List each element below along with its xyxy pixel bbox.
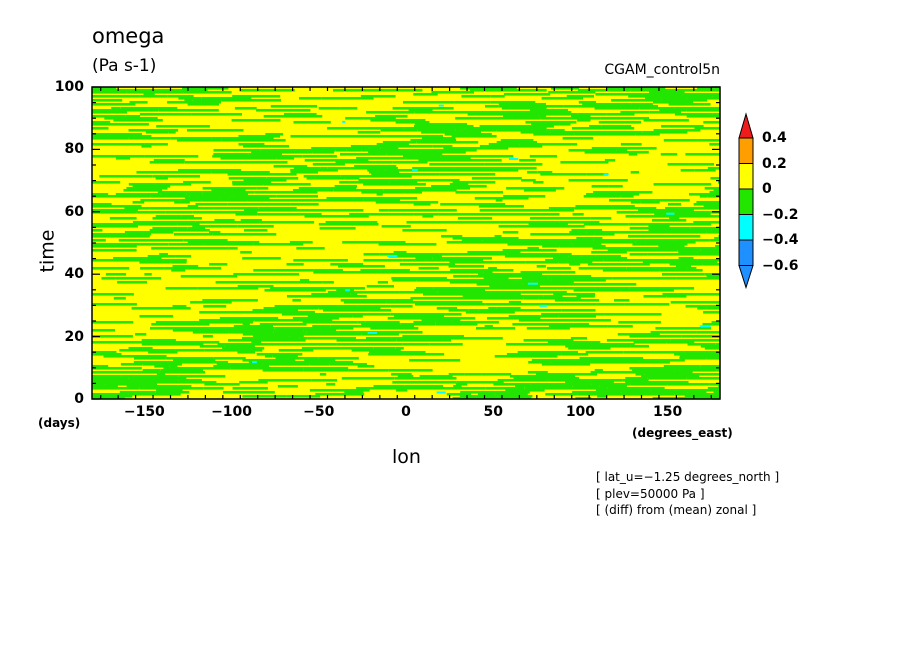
x-tick-label: 0 bbox=[401, 404, 411, 420]
x-units-label: (degrees_east) bbox=[632, 426, 733, 440]
omega-field bbox=[92, 87, 720, 399]
y-tick-label: 60 bbox=[64, 203, 84, 220]
y-axis-label: time bbox=[36, 229, 59, 273]
colorbar-level-label: −0.4 bbox=[762, 232, 799, 248]
y-tick-label: 80 bbox=[64, 141, 84, 158]
colorbar-box bbox=[738, 188, 754, 215]
note-lat: [ lat_u=−1.25 degrees_north ] bbox=[596, 470, 780, 484]
colorbar-level-label: 0 bbox=[762, 181, 772, 197]
x-tick-label: 150 bbox=[653, 404, 683, 420]
colorbar-box bbox=[738, 137, 754, 164]
colorbar-bottom-arrow bbox=[738, 265, 754, 290]
dataset-label: CGAM_control5n bbox=[604, 62, 720, 78]
note-diff: [ (diff) from (mean) zonal ] bbox=[596, 503, 757, 517]
axis-ticks bbox=[92, 86, 720, 400]
y-tick-label: 20 bbox=[64, 328, 84, 345]
colorbar-level-label: −0.6 bbox=[762, 257, 799, 274]
colorbar-level-label: 0.4 bbox=[762, 130, 787, 146]
x-tick-label: −50 bbox=[303, 404, 335, 420]
chart-units: (Pa s-1) bbox=[92, 56, 157, 76]
x-axis-label: lon bbox=[392, 446, 421, 468]
x-tick-label: −100 bbox=[211, 404, 253, 420]
y-tick-label: 100 bbox=[54, 79, 84, 95]
colorbar bbox=[738, 112, 754, 290]
x-tick-label: 50 bbox=[483, 404, 503, 420]
colorbar-box bbox=[738, 214, 754, 241]
y-units-label: (days) bbox=[38, 416, 81, 430]
x-tick-label: 100 bbox=[565, 404, 596, 420]
note-plev: [ plev=50000 Pa ] bbox=[596, 487, 705, 501]
colorbar-box bbox=[738, 239, 754, 266]
colorbar-level-label: −0.2 bbox=[762, 206, 799, 223]
colorbar-top-arrow bbox=[738, 112, 754, 139]
y-tick-label: 0 bbox=[74, 391, 84, 407]
x-tick-label: −150 bbox=[123, 404, 165, 420]
chart-title: omega bbox=[92, 24, 165, 48]
y-tick-label: 40 bbox=[64, 266, 84, 283]
colorbar-box bbox=[738, 163, 754, 190]
colorbar-level-label: 0.2 bbox=[762, 155, 787, 172]
